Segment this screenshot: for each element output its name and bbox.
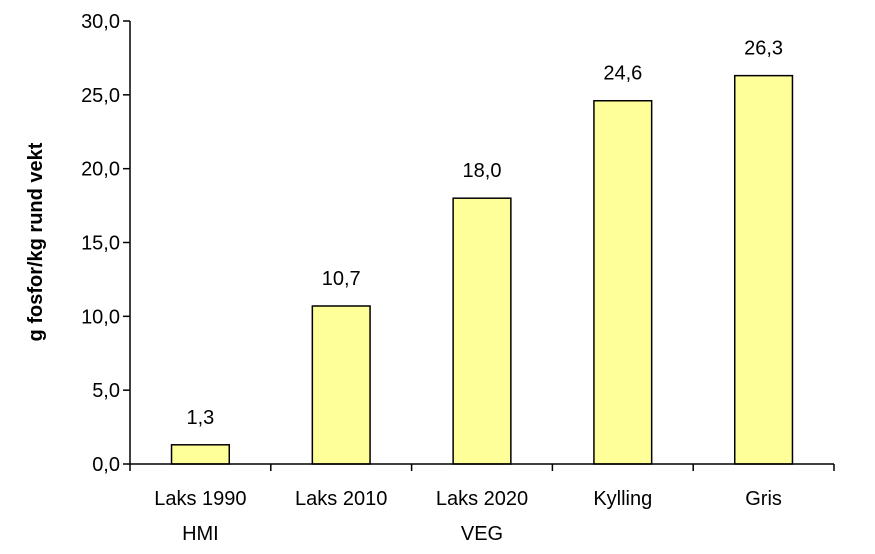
x-tick-label: VEG: [461, 523, 503, 545]
data-label: 18,0: [463, 160, 502, 182]
data-label: 1,3: [186, 407, 214, 429]
bars: 1,3 10,7 18,0 24,6 26,3: [170, 38, 794, 465]
y-axis-label: g fosfor/kg rund vekt: [25, 142, 47, 341]
y-axis: 0,0 5,0 10,0 15,0 20,0 25,0 30,0: [81, 11, 131, 476]
bar: [170, 444, 231, 465]
x-tick-label: Laks 2020: [436, 488, 528, 510]
y-tick-label: 5,0: [92, 380, 120, 402]
x-tick-label: Laks 2010: [295, 488, 387, 510]
y-tick-label: 25,0: [81, 85, 120, 107]
bar: [593, 99, 653, 465]
x-tick-label: HMI: [182, 523, 219, 545]
bar: [311, 305, 371, 465]
x-tick-label: Gris: [745, 488, 782, 510]
x-tick-label: Laks 1990: [154, 488, 246, 510]
data-label: 26,3: [744, 38, 783, 60]
data-label: 24,6: [603, 63, 642, 85]
y-tick-label: 20,0: [81, 159, 120, 181]
x-axis: Laks 1990 HMI Laks 2010 Laks 2020 VEG Kylling…: [129, 463, 835, 545]
x-tick-label: Kylling: [593, 488, 652, 510]
y-tick-label: 15,0: [81, 233, 120, 255]
bar: [452, 197, 512, 465]
y-tick-label: 0,0: [92, 454, 120, 476]
data-label: 10,7: [322, 268, 361, 290]
bar: [733, 74, 794, 465]
y-tick-label: 10,0: [81, 306, 120, 328]
y-tick-label: 30,0: [81, 11, 120, 33]
